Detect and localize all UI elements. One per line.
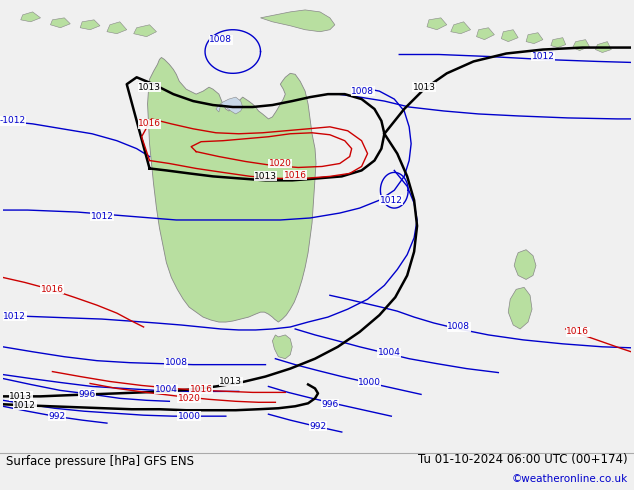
- Text: 1004: 1004: [378, 348, 401, 357]
- Polygon shape: [51, 18, 70, 28]
- Text: -1012: -1012: [0, 117, 26, 125]
- Polygon shape: [501, 30, 518, 42]
- Polygon shape: [595, 42, 611, 52]
- Polygon shape: [477, 28, 495, 40]
- Polygon shape: [551, 38, 566, 48]
- Text: 1008: 1008: [447, 322, 470, 332]
- Polygon shape: [508, 287, 532, 329]
- Polygon shape: [134, 25, 157, 37]
- Text: Surface pressure [hPa] GFS ENS: Surface pressure [hPa] GFS ENS: [6, 455, 195, 468]
- Text: ©weatheronline.co.uk: ©weatheronline.co.uk: [512, 474, 628, 484]
- Text: 1008: 1008: [165, 358, 188, 367]
- Text: 1013: 1013: [138, 83, 161, 92]
- Polygon shape: [148, 57, 316, 322]
- Text: 1016: 1016: [566, 327, 589, 337]
- Text: 1004: 1004: [155, 385, 178, 394]
- Text: 1016: 1016: [138, 120, 161, 128]
- Polygon shape: [526, 33, 543, 44]
- Text: 1008: 1008: [209, 35, 233, 44]
- Text: 1012: 1012: [3, 312, 26, 320]
- Text: 992: 992: [309, 421, 327, 431]
- Text: 1012: 1012: [13, 401, 36, 410]
- Text: 1012: 1012: [380, 196, 403, 205]
- Text: 996: 996: [79, 390, 96, 399]
- Polygon shape: [427, 18, 447, 30]
- Polygon shape: [21, 12, 41, 22]
- Text: 1013: 1013: [413, 83, 436, 92]
- Text: 1013: 1013: [10, 392, 32, 401]
- Text: 1008: 1008: [351, 87, 374, 96]
- Polygon shape: [451, 22, 470, 34]
- Polygon shape: [273, 335, 292, 359]
- Text: 1013: 1013: [219, 377, 242, 386]
- Text: 996: 996: [321, 400, 339, 409]
- Text: 1016: 1016: [283, 171, 307, 180]
- Text: 1013: 1013: [254, 172, 277, 181]
- Text: 1020: 1020: [178, 394, 200, 403]
- Text: 1016: 1016: [190, 385, 212, 394]
- Polygon shape: [216, 97, 243, 114]
- Text: Tu 01-10-2024 06:00 UTC (00+174): Tu 01-10-2024 06:00 UTC (00+174): [418, 453, 628, 466]
- Polygon shape: [573, 40, 590, 50]
- Text: 992: 992: [49, 412, 66, 421]
- Polygon shape: [107, 22, 127, 34]
- Polygon shape: [514, 250, 536, 279]
- Text: 1012: 1012: [531, 52, 554, 61]
- Polygon shape: [261, 10, 335, 32]
- Text: 1016: 1016: [41, 285, 64, 294]
- Text: 1000: 1000: [358, 378, 381, 387]
- Polygon shape: [80, 20, 100, 30]
- Text: 1012: 1012: [91, 212, 113, 220]
- Text: 1000: 1000: [178, 412, 201, 421]
- Text: 1020: 1020: [269, 159, 292, 168]
